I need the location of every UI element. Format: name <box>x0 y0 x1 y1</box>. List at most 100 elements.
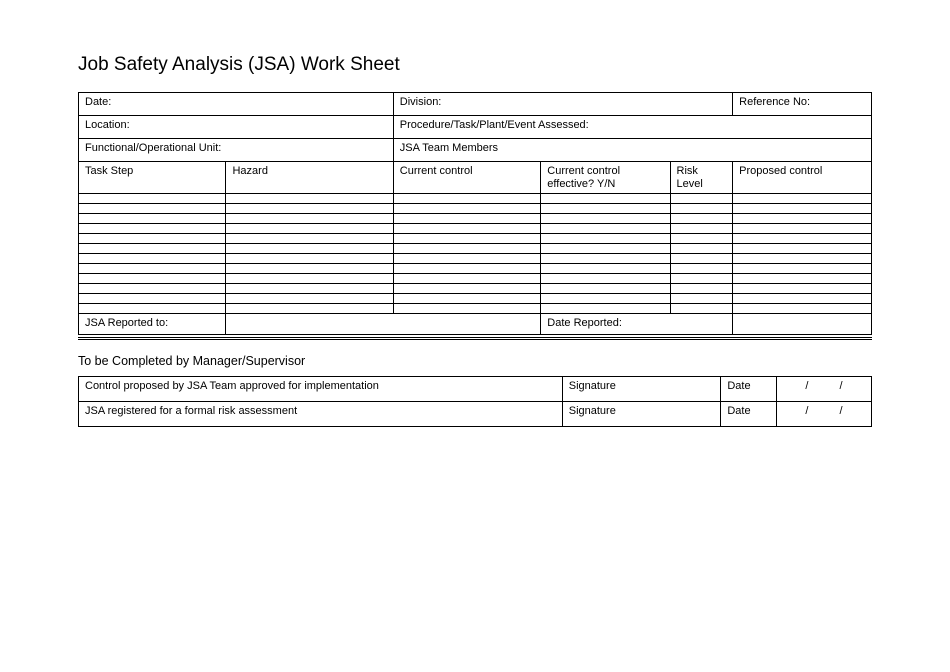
table-cell <box>733 234 872 244</box>
table-cell <box>670 214 733 224</box>
table-cell <box>670 224 733 234</box>
table-cell <box>541 254 670 264</box>
table-cell <box>226 264 393 274</box>
mgr-row1-date-value: / / <box>776 377 871 402</box>
table-cell <box>670 294 733 304</box>
table-cell <box>541 294 670 304</box>
table-cell <box>79 224 226 234</box>
mgr-row1-date-label: Date <box>721 377 777 402</box>
table-cell <box>670 254 733 264</box>
table-cell <box>541 304 670 314</box>
table-row <box>79 264 872 274</box>
table-cell <box>79 194 226 204</box>
table-cell <box>79 254 226 264</box>
table-cell <box>670 194 733 204</box>
field-date-reported-value <box>733 314 872 335</box>
table-cell <box>733 224 872 234</box>
table-cell <box>79 264 226 274</box>
table-cell <box>670 234 733 244</box>
table-cell <box>733 204 872 214</box>
table-cell <box>541 264 670 274</box>
table-cell <box>541 244 670 254</box>
table-cell <box>226 244 393 254</box>
table-cell <box>733 284 872 294</box>
table-cell <box>733 244 872 254</box>
section-divider <box>78 337 872 340</box>
table-cell <box>226 234 393 244</box>
table-cell <box>733 274 872 284</box>
table-cell <box>226 294 393 304</box>
table-cell <box>226 214 393 224</box>
page-title: Job Safety Analysis (JSA) Work Sheet <box>78 54 872 76</box>
table-cell <box>670 274 733 284</box>
col-risk-level: Risk Level <box>670 162 733 194</box>
field-reported-to-value <box>226 314 541 335</box>
table-cell <box>226 254 393 264</box>
table-cell <box>541 274 670 284</box>
table-cell <box>733 264 872 274</box>
table-cell <box>79 294 226 304</box>
table-row <box>79 204 872 214</box>
table-row <box>79 244 872 254</box>
table-cell <box>541 234 670 244</box>
table-cell <box>670 284 733 294</box>
mgr-row1-label: Control proposed by JSA Team approved fo… <box>79 377 563 402</box>
table-cell <box>670 204 733 214</box>
table-cell <box>733 214 872 224</box>
table-cell <box>733 304 872 314</box>
table-cell <box>670 304 733 314</box>
manager-section-title: To be Completed by Manager/Supervisor <box>78 354 872 368</box>
table-cell <box>393 224 540 234</box>
table-cell <box>393 264 540 274</box>
col-task-step: Task Step <box>79 162 226 194</box>
table-cell <box>393 294 540 304</box>
table-cell <box>670 264 733 274</box>
table-cell <box>226 274 393 284</box>
field-team: JSA Team Members <box>393 139 871 162</box>
table-cell <box>79 284 226 294</box>
table-cell <box>541 204 670 214</box>
table-row <box>79 234 872 244</box>
table-row <box>79 194 872 204</box>
table-cell <box>733 194 872 204</box>
table-row <box>79 254 872 264</box>
table-cell <box>393 234 540 244</box>
mgr-row2-label: JSA registered for a formal risk assessm… <box>79 402 563 427</box>
table-cell <box>79 204 226 214</box>
manager-table: Control proposed by JSA Team approved fo… <box>78 376 872 427</box>
table-row <box>79 304 872 314</box>
table-cell <box>393 284 540 294</box>
table-cell <box>670 244 733 254</box>
field-procedure: Procedure/Task/Plant/Event Assessed: <box>393 116 871 139</box>
table-row <box>79 214 872 224</box>
table-cell <box>79 214 226 224</box>
table-cell <box>226 284 393 294</box>
table-row <box>79 224 872 234</box>
table-cell <box>541 224 670 234</box>
col-hazard: Hazard <box>226 162 393 194</box>
table-cell <box>79 304 226 314</box>
jsa-worksheet-table: Date: Division: Reference No: Location: … <box>78 92 872 335</box>
field-unit: Functional/Operational Unit: <box>79 139 394 162</box>
table-row <box>79 294 872 304</box>
field-date: Date: <box>79 93 394 116</box>
mgr-row2-date-value: / / <box>776 402 871 427</box>
table-cell <box>226 194 393 204</box>
mgr-row2-date-label: Date <box>721 402 777 427</box>
table-cell <box>393 194 540 204</box>
field-division: Division: <box>393 93 732 116</box>
col-current-control: Current control <box>393 162 540 194</box>
table-cell <box>393 204 540 214</box>
field-location: Location: <box>79 116 394 139</box>
table-row <box>79 274 872 284</box>
table-cell <box>79 244 226 254</box>
table-cell <box>226 204 393 214</box>
table-cell <box>733 294 872 304</box>
table-cell <box>393 304 540 314</box>
table-cell <box>393 214 540 224</box>
field-reference: Reference No: <box>733 93 872 116</box>
table-cell <box>541 284 670 294</box>
table-cell <box>393 274 540 284</box>
col-proposed: Proposed control <box>733 162 872 194</box>
field-date-reported: Date Reported: <box>541 314 733 335</box>
